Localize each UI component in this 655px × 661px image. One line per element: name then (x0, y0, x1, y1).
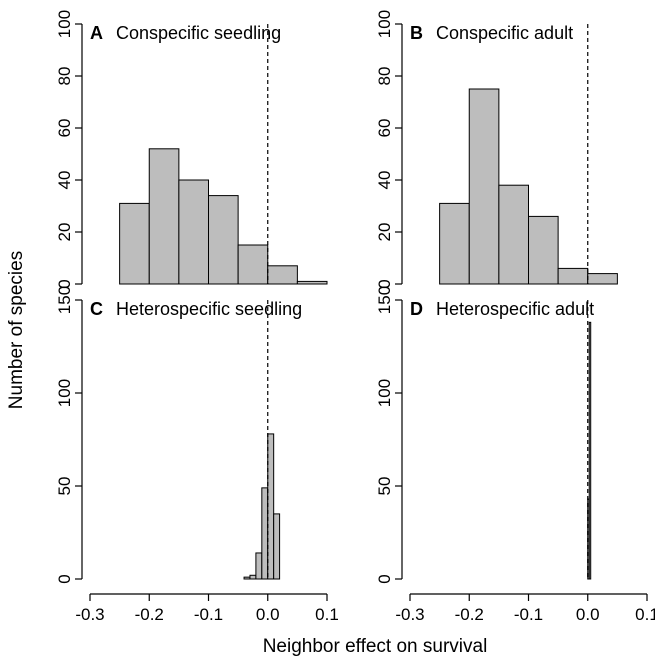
x-tick-label: -0.2 (135, 605, 164, 624)
histogram-bar (588, 321, 592, 580)
y-tick-label: 40 (375, 171, 394, 190)
panels: 0 20 40 60 80 100 A Conspecific seedling 0 20 40 60… (55, 10, 655, 624)
histogram-bar (208, 195, 239, 285)
histogram-bar (498, 184, 529, 285)
histogram-bar (249, 574, 257, 580)
panel-d: 0 50 100 150 -0.3 -0.2 -0.1 0.0 0.1 D Heterospecif… (375, 286, 655, 624)
panel-c: 0 50 100 150 -0.3 -0.2 -0.1 0.0 0.1 C Heterospecif… (55, 286, 339, 624)
x-tick-label: -0.3 (75, 605, 104, 624)
y-tick-label: 100 (55, 10, 74, 38)
histogram-bar (148, 148, 180, 285)
x-axis-label: Neighbor effect on survival (263, 636, 488, 657)
histogram-bar (468, 88, 500, 285)
histogram-bar (261, 487, 269, 580)
histogram-bar (296, 280, 328, 285)
histogram-bar (267, 265, 298, 285)
y-tick-label: 60 (55, 119, 74, 138)
histogram-bar (267, 433, 275, 580)
y-tick-label: 80 (55, 67, 74, 86)
y-tick-label: 150 (375, 286, 394, 314)
histogram-bar (587, 273, 618, 285)
y-tick-label: 50 (375, 477, 394, 496)
y-tick-label: 50 (55, 477, 74, 496)
y-axis-label: Number of species (6, 251, 27, 409)
y-tick-label: 150 (55, 286, 74, 314)
y-tick-label: 20 (55, 223, 74, 242)
y-tick-label: 0 (55, 574, 74, 583)
histogram-bar (528, 215, 559, 285)
panel-b: 0 20 40 60 80 100 B Conspecific adult (375, 10, 618, 289)
x-tick-label: 0.0 (576, 605, 600, 624)
x-tick-label: -0.3 (395, 605, 424, 624)
panel-letter: B (410, 23, 423, 43)
panel-title: Heterospecific adult (436, 299, 594, 319)
panel-a: 0 20 40 60 80 100 A Conspecific seedling (55, 10, 328, 289)
histogram-bar (255, 552, 263, 580)
histogram-bar (273, 513, 281, 580)
y-tick-label: 80 (375, 67, 394, 86)
y-tick-label: 100 (375, 379, 394, 407)
histogram-bar (237, 244, 269, 285)
y-tick-label: 100 (55, 379, 74, 407)
x-tick-label: -0.1 (194, 605, 223, 624)
y-tick-label: 100 (375, 10, 394, 38)
y-tick-label: 0 (375, 574, 394, 583)
x-tick-label: 0.1 (315, 605, 339, 624)
histogram-bar (178, 179, 209, 285)
panel-letter: D (410, 299, 423, 319)
y-tick-label: 0 (375, 279, 394, 288)
panel-title: Conspecific adult (436, 23, 573, 43)
y-tick-label: 0 (55, 279, 74, 288)
x-tick-label: 0.1 (635, 605, 655, 624)
histogram-bar (557, 267, 589, 285)
x-tick-label: -0.1 (514, 605, 543, 624)
panel-letter: C (90, 299, 103, 319)
histogram-bar (439, 202, 470, 285)
x-tick-label: -0.2 (455, 605, 484, 624)
y-tick-label: 60 (375, 119, 394, 138)
panel-title: Heterospecific seedling (116, 299, 302, 319)
x-tick-label: 0.0 (256, 605, 280, 624)
histogram-bar (243, 576, 251, 580)
y-tick-label: 40 (55, 171, 74, 190)
y-tick-label: 20 (375, 223, 394, 242)
panel-letter: A (90, 23, 103, 43)
panel-title: Conspecific seedling (116, 23, 281, 43)
histogram-bar (119, 202, 150, 285)
